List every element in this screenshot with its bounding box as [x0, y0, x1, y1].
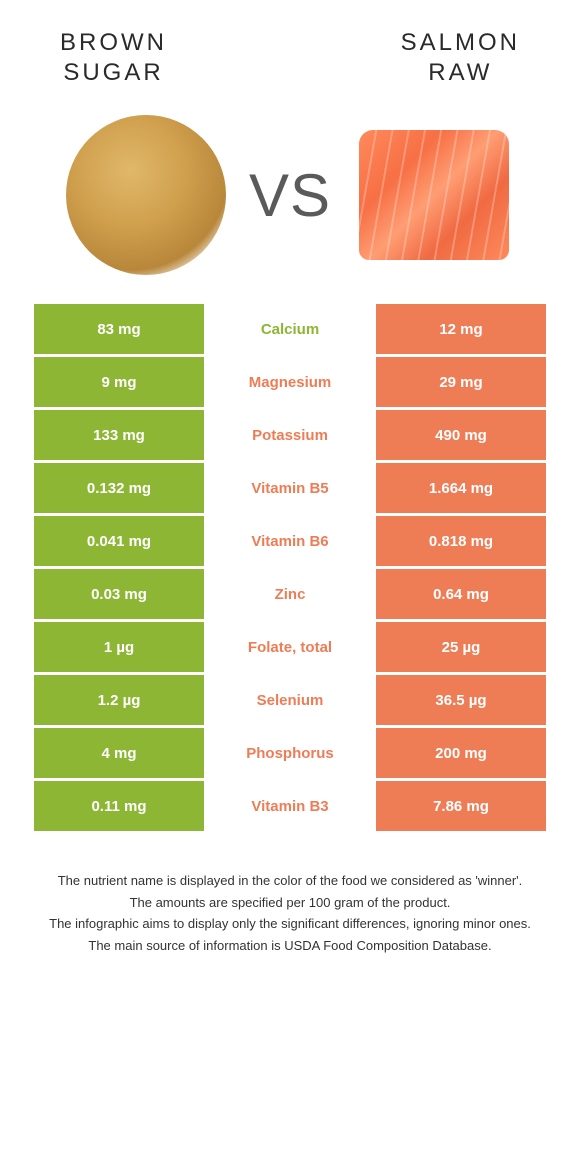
table-row: 0.11 mgVitamin B37.86 mg [34, 781, 546, 831]
left-value-cell: 133 mg [34, 410, 204, 460]
left-food-image [61, 110, 231, 280]
left-value-cell: 9 mg [34, 357, 204, 407]
table-row: 0.132 mgVitamin B51.664 mg [34, 463, 546, 513]
right-value-cell: 36.5 µg [376, 675, 546, 725]
nutrient-label: Potassium [204, 410, 376, 460]
right-value-cell: 25 µg [376, 622, 546, 672]
header: BROWN SUGAR SALMON RAW [0, 0, 580, 100]
nutrient-label: Magnesium [204, 357, 376, 407]
right-value-cell: 7.86 mg [376, 781, 546, 831]
left-value-cell: 4 mg [34, 728, 204, 778]
footer-line: The main source of information is USDA F… [40, 936, 540, 956]
vs-label: VS [249, 161, 331, 230]
left-value-cell: 0.03 mg [34, 569, 204, 619]
left-value-cell: 0.132 mg [34, 463, 204, 513]
left-value-cell: 1.2 µg [34, 675, 204, 725]
right-value-cell: 29 mg [376, 357, 546, 407]
table-row: 9 mgMagnesium29 mg [34, 357, 546, 407]
table-row: 83 mgCalcium12 mg [34, 304, 546, 354]
images-row: VS [0, 100, 580, 304]
right-value-cell: 0.818 mg [376, 516, 546, 566]
salmon-icon [359, 130, 509, 260]
table-row: 133 mgPotassium490 mg [34, 410, 546, 460]
table-row: 1.2 µgSelenium36.5 µg [34, 675, 546, 725]
nutrient-label: Calcium [204, 304, 376, 354]
footer-line: The nutrient name is displayed in the co… [40, 871, 540, 891]
table-row: 0.03 mgZinc0.64 mg [34, 569, 546, 619]
nutrient-label: Vitamin B6 [204, 516, 376, 566]
nutrient-label: Selenium [204, 675, 376, 725]
left-value-cell: 0.11 mg [34, 781, 204, 831]
right-food-image [349, 110, 519, 280]
nutrient-label: Phosphorus [204, 728, 376, 778]
left-value-cell: 83 mg [34, 304, 204, 354]
table-row: 4 mgPhosphorus200 mg [34, 728, 546, 778]
footer-notes: The nutrient name is displayed in the co… [40, 871, 540, 955]
left-food-title: BROWN SUGAR [60, 28, 167, 88]
left-value-cell: 0.041 mg [34, 516, 204, 566]
right-value-cell: 490 mg [376, 410, 546, 460]
right-value-cell: 12 mg [376, 304, 546, 354]
nutrient-label: Zinc [204, 569, 376, 619]
right-value-cell: 0.64 mg [376, 569, 546, 619]
table-row: 0.041 mgVitamin B60.818 mg [34, 516, 546, 566]
footer-line: The infographic aims to display only the… [40, 914, 540, 934]
nutrient-label: Vitamin B3 [204, 781, 376, 831]
brown-sugar-icon [66, 115, 226, 275]
comparison-table: 83 mgCalcium12 mg9 mgMagnesium29 mg133 m… [34, 304, 546, 831]
nutrient-label: Folate, total [204, 622, 376, 672]
right-food-title: SALMON RAW [401, 28, 520, 88]
left-value-cell: 1 µg [34, 622, 204, 672]
footer-line: The amounts are specified per 100 gram o… [40, 893, 540, 913]
table-row: 1 µgFolate, total25 µg [34, 622, 546, 672]
right-value-cell: 200 mg [376, 728, 546, 778]
right-value-cell: 1.664 mg [376, 463, 546, 513]
nutrient-label: Vitamin B5 [204, 463, 376, 513]
